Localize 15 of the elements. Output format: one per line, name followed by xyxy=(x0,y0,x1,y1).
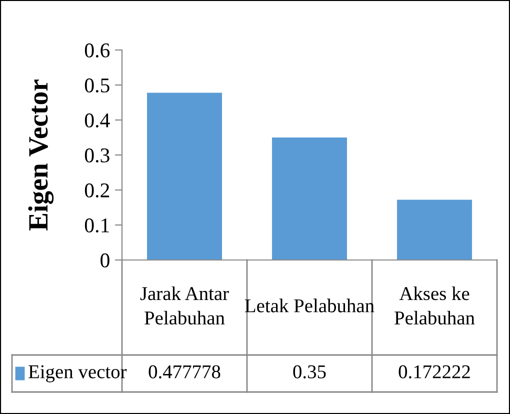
data-label: 0.35 xyxy=(293,365,326,378)
y-tick-label: 0 xyxy=(100,253,110,268)
x-tick-label: Letak Pelabuhan xyxy=(245,298,374,312)
y-tick-label: 0.2 xyxy=(84,183,110,198)
y-tick-label: 0.5 xyxy=(84,78,110,93)
y-tick-label: 0.6 xyxy=(84,43,110,58)
data-label: 0.172222 xyxy=(398,365,470,378)
y-tick-label: 0.4 xyxy=(84,113,110,128)
x-tick-label: Akses ke Pelabuhan xyxy=(394,286,475,325)
legend-label: Eigen vector xyxy=(28,365,127,382)
y-tick-label: 0.1 xyxy=(84,218,109,233)
x-tick-label: Jarak Antar Pelabuhan xyxy=(140,286,229,325)
y-axis-title: Eigen Vector xyxy=(28,80,54,231)
y-tick-label: 0.3 xyxy=(84,148,110,163)
data-label: 0.477778 xyxy=(148,365,220,378)
